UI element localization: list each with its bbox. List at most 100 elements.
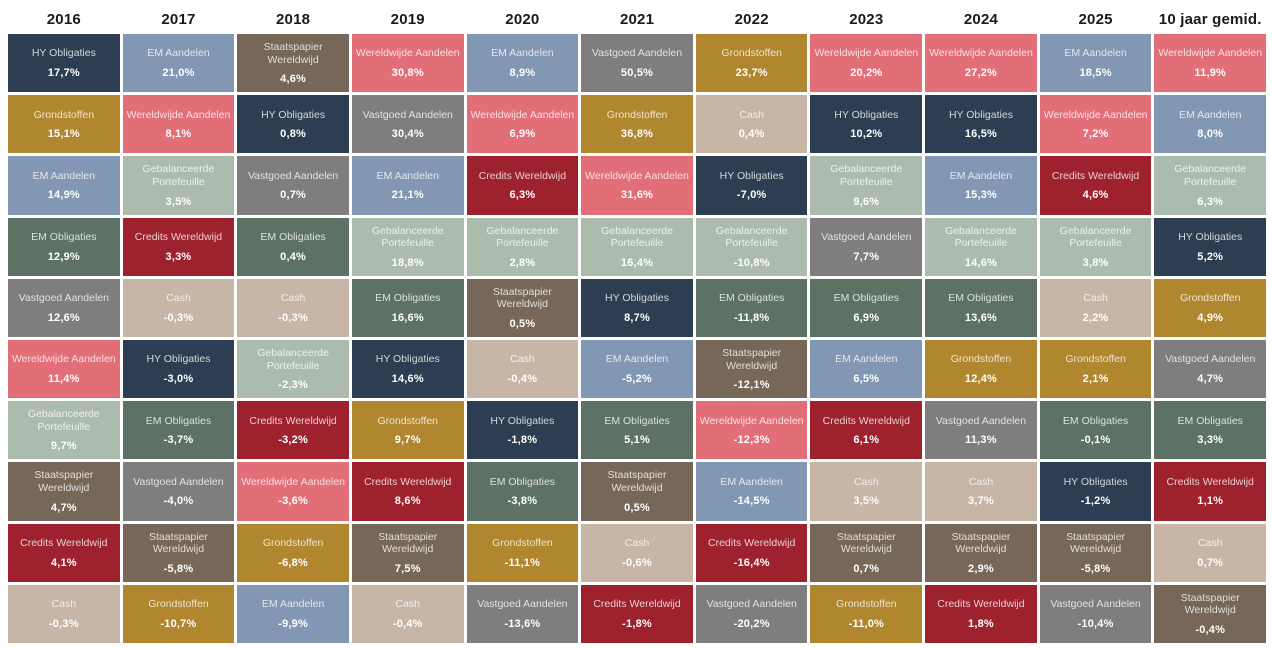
asset-label: EM Obligaties — [948, 292, 1014, 305]
return-value: 8,1% — [165, 128, 192, 141]
year-cells: Wereldwijde Aandelen 11,9% EM Aandelen 8,0%… — [1154, 34, 1267, 644]
year-header: 2020 — [505, 10, 540, 28]
return-value: 8,9% — [509, 66, 536, 79]
year-column: 2017 EM Aandelen 21,0% Wereldwijde Aandelen… — [122, 4, 235, 644]
return-value: 3,5% — [853, 495, 880, 508]
return-value: 18,8% — [391, 256, 424, 269]
return-cell: EM Obligaties 3,3% — [1154, 401, 1267, 460]
return-value: 9,7% — [394, 434, 421, 447]
asset-label: Grondstoffen — [1179, 292, 1241, 305]
year-header: 2019 — [390, 10, 425, 28]
return-value: 4,1% — [50, 556, 77, 569]
asset-label: Gebalanceerde Portefeuille — [830, 163, 903, 188]
asset-label: Grondstoffen — [721, 47, 782, 60]
return-cell: Wereldwijde Aandelen 30,8% — [351, 34, 464, 93]
return-cell: Credits Wereldwijd 1,1% — [1154, 462, 1267, 521]
asset-label: Staatspapier Wereldwijd — [378, 530, 438, 556]
return-cell: Vastgoed Aandelen 30,4% — [351, 95, 464, 154]
asset-label: HY Obligaties — [261, 108, 326, 121]
return-cell: Credits Wereldwijd -3,2% — [237, 401, 349, 460]
return-value: 4,7% — [50, 501, 77, 514]
return-cell: Grondstoffen 36,8% — [581, 95, 693, 154]
asset-label: EM Obligaties — [145, 414, 212, 427]
return-value: 6,3% — [1197, 195, 1224, 208]
return-value: -0,3% — [48, 617, 79, 630]
asset-label: Staatspapier Wereldwijd — [34, 469, 94, 495]
return-value: -16,4% — [733, 556, 770, 569]
return-cell: EM Obligaties 6,9% — [810, 278, 923, 338]
return-cell: Staatspapier Wereldwijd -12,1% — [695, 340, 808, 399]
return-value: 4,6% — [280, 73, 307, 86]
asset-label: Cash — [968, 475, 994, 488]
year-column: 2018 Staatspapier Wereldwijd 4,6% HY Obliga… — [237, 4, 349, 644]
return-cell: EM Obligaties 5,1% — [581, 401, 693, 460]
return-cell: Vastgoed Aandelen 0,7% — [237, 156, 349, 215]
return-cell: Vastgoed Aandelen -13,6% — [466, 584, 579, 644]
return-value: 0,4% — [280, 250, 307, 263]
return-cell: Gebalanceerde Portefeuille 2,8% — [466, 217, 579, 276]
year-column: 2023 Wereldwijde Aandelen 20,2% HY Obligati… — [810, 4, 923, 644]
asset-label: Staatspapier Wereldwijd — [722, 347, 782, 372]
year-header: 2021 — [619, 10, 655, 28]
return-cell: HY Obligaties 16,5% — [925, 95, 1037, 154]
asset-label: HY Obligaties — [1063, 475, 1128, 488]
return-cell: Grondstoffen 2,1% — [1039, 340, 1152, 399]
return-value: -10,7% — [160, 617, 197, 630]
return-cell: EM Aandelen 21,0% — [122, 34, 235, 93]
return-value: 4,7% — [1197, 372, 1224, 385]
return-value: -1,8% — [622, 617, 652, 630]
return-value: 18,5% — [1079, 66, 1112, 79]
return-value: -3,0% — [163, 372, 194, 385]
year-column: 2020 EM Aandelen 8,9% Wereldwijde Aandelen 6… — [466, 4, 579, 644]
return-value: 21,1% — [391, 189, 424, 202]
asset-label: EM Aandelen — [261, 598, 325, 611]
return-value: -3,6% — [278, 495, 308, 508]
return-value: -0,1% — [1080, 434, 1111, 447]
return-value: 3,7% — [968, 495, 994, 508]
return-cell: Staatspapier Wereldwijd 7,5% — [351, 523, 464, 582]
asset-label: Grondstoffen — [606, 108, 668, 121]
return-value: -0,4% — [1195, 624, 1226, 637]
return-value: 4,6% — [1082, 189, 1109, 202]
asset-label: EM Aandelen — [147, 47, 210, 60]
asset-label: EM Obligaties — [31, 230, 97, 243]
asset-label: Vastgoed Aandelen — [1050, 598, 1141, 611]
asset-label: Grondstoffen — [492, 536, 553, 549]
asset-label: Cash — [739, 108, 764, 121]
return-value: 12,6% — [47, 311, 80, 324]
return-value: 7,2% — [1082, 128, 1109, 141]
return-cell: EM Aandelen 8,0% — [1154, 95, 1267, 154]
return-value: 30,8% — [391, 66, 424, 79]
return-value: 2,2% — [1082, 311, 1109, 324]
asset-label: Vastgoed Aandelen — [821, 230, 912, 243]
return-value: -11,8% — [733, 311, 770, 324]
return-value: 12,4% — [964, 372, 998, 385]
return-cell: EM Obligaties 16,6% — [351, 278, 464, 338]
asset-label: Cash — [51, 598, 77, 611]
return-value: 30,4% — [391, 128, 424, 141]
return-cell: Staatspapier Wereldwijd 0,5% — [581, 462, 693, 521]
asset-label: Vastgoed Aandelen — [477, 598, 568, 611]
year-cells: Grondstoffen 23,7% Cash 0,4% HY Obligaties -7… — [695, 34, 808, 644]
return-value: 20,2% — [850, 66, 883, 79]
asset-label: Staatspapier Wereldwijd — [951, 530, 1011, 556]
asset-label: Credits Wereldwijd — [593, 598, 681, 611]
return-cell: HY Obligaties -3,0% — [122, 340, 235, 399]
return-cell: EM Obligaties 0,4% — [237, 217, 349, 276]
asset-label: Gebalanceerde Portefeuille — [27, 408, 100, 433]
asset-label: Staatspapier Wereldwijd — [607, 469, 667, 495]
return-cell: Gebalanceerde Portefeuille 3,8% — [1039, 217, 1152, 276]
asset-label: Wereldwijde Aandelen — [470, 108, 575, 121]
return-value: 10,2% — [850, 128, 883, 141]
return-cell: Gebalanceerde Portefeuille 16,4% — [581, 217, 693, 276]
return-cell: Staatspapier Wereldwijd -5,8% — [122, 523, 235, 582]
asset-label: Grondstoffen — [33, 108, 95, 121]
return-cell: Credits Wereldwijd 4,6% — [1039, 156, 1152, 215]
return-cell: Cash -0,4% — [466, 340, 579, 399]
return-cell: Grondstoffen 12,4% — [925, 340, 1037, 399]
return-cell: Wereldwijde Aandelen -12,3% — [695, 401, 808, 460]
asset-label: Wereldwijde Aandelen — [355, 47, 460, 60]
return-value: 11,3% — [965, 434, 997, 447]
return-value: 16,6% — [391, 311, 424, 324]
return-value: -1,2% — [1080, 495, 1111, 508]
